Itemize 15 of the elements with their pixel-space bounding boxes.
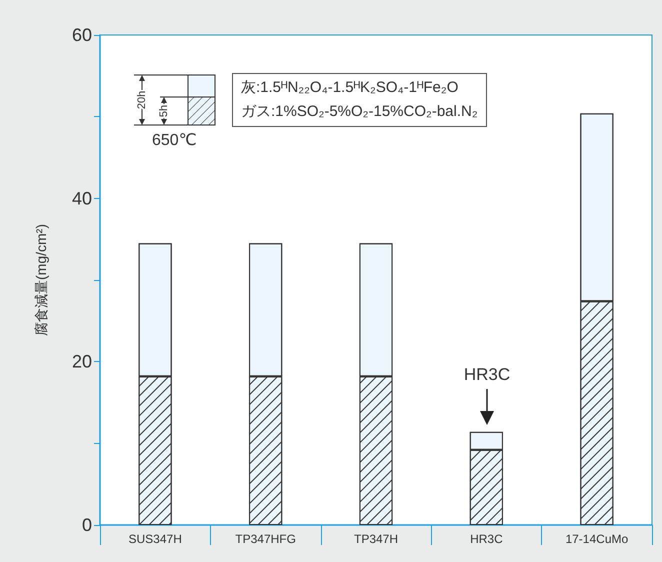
annotation: 灰:1.5ᴴN₂₂O₄-1.5ᴴK₂SO₄-1ᴴFe₂O: [241, 78, 460, 98]
y-tick-label: 20: [72, 352, 92, 372]
y-tick-label: 0: [82, 515, 92, 535]
y-axis-title: 腐食減量(mg/cm²): [33, 224, 49, 336]
x-tick-label: 17-14CuMo: [565, 532, 628, 546]
annotation: ガス:1%SO₂-5%O₂-15%CO₂-bal.N₂: [241, 102, 478, 122]
x-tick-label: TP347H: [354, 532, 398, 546]
y-tick-label: 60: [72, 25, 92, 45]
y-tick-label: 40: [72, 188, 92, 208]
x-tick-label: SUS347H: [128, 532, 182, 546]
x-tick-label: HR3C: [470, 532, 504, 546]
note-box: 灰:1.5ᴴN₂₂O₄-1.5ᴴK₂SO₄-1ᴴFe₂O ガス:1%SO₂-5%O₂-15%CO₂-bal.N₂: [232, 73, 487, 127]
annotation: 650℃: [152, 131, 197, 150]
x-tick-label: TP347HFG: [235, 532, 296, 546]
annotation: HR3C: [462, 365, 512, 385]
